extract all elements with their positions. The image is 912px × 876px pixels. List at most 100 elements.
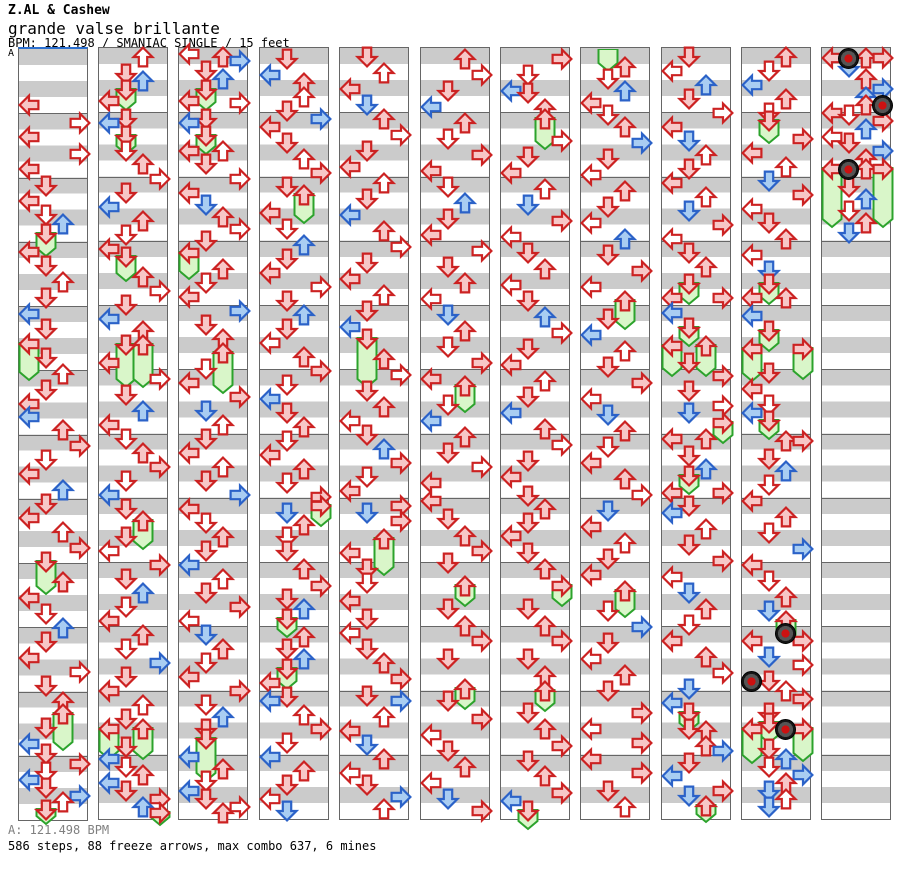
measure-line <box>99 626 167 628</box>
freeze-head-arrow <box>193 727 218 751</box>
arrow-note <box>228 166 252 192</box>
arrow-note <box>309 106 333 132</box>
measure-line <box>19 370 87 372</box>
arrow-note <box>693 517 718 541</box>
arrow-note <box>371 171 396 195</box>
arrow-note <box>499 272 523 298</box>
arrow-note <box>97 608 121 634</box>
arrow-note <box>532 305 557 329</box>
arrow-note <box>579 450 603 476</box>
chart-column <box>177 41 251 824</box>
measure-line <box>99 112 167 114</box>
arrow-note <box>274 731 299 755</box>
arrow-note <box>579 322 603 348</box>
measure-line <box>822 176 890 178</box>
measure-line <box>822 369 890 371</box>
arrow-note <box>756 211 781 235</box>
arrow-note <box>309 573 333 599</box>
arrow-note <box>419 408 443 434</box>
arrow-note <box>354 251 379 275</box>
arrow-note <box>210 139 235 163</box>
arrow-note <box>33 317 58 341</box>
measure-line <box>19 691 87 693</box>
arrow-note <box>258 330 282 356</box>
measure-line <box>99 562 167 563</box>
arrow-note <box>419 222 443 248</box>
arrow-note <box>113 139 138 163</box>
arrow-note <box>177 496 201 522</box>
arrow-note <box>660 628 684 654</box>
arrow-note <box>354 571 379 595</box>
freeze-head-arrow <box>711 410 735 436</box>
freeze-head-arrow <box>756 319 781 343</box>
arrow-note <box>660 170 684 196</box>
arrow-note <box>676 444 701 468</box>
freeze-head-arrow <box>756 272 781 296</box>
arrow-note <box>258 386 282 412</box>
arrow-note <box>130 399 155 423</box>
arrow-note <box>452 319 477 343</box>
arrow-note <box>693 427 718 451</box>
measure-line <box>501 562 569 563</box>
arrow-note <box>193 357 218 381</box>
arrow-note <box>354 684 379 708</box>
arrow-note <box>130 763 155 787</box>
arrow-note <box>17 767 41 793</box>
arrow-note <box>68 433 92 459</box>
arrow-note <box>113 665 138 689</box>
freeze-head-arrow <box>33 798 58 822</box>
arrow-note <box>33 346 58 370</box>
arrow-note <box>193 399 218 423</box>
measure-line <box>501 754 569 756</box>
freeze-head-arrow <box>371 527 396 551</box>
arrow-note <box>550 780 574 806</box>
freeze-head-arrow <box>660 333 684 359</box>
arrow-note <box>676 379 701 403</box>
arrow-note <box>756 599 781 623</box>
arrow-note <box>595 679 620 703</box>
arrow-note <box>50 520 75 544</box>
arrow-note <box>820 124 844 150</box>
arrow-note <box>371 347 396 371</box>
arrow-note <box>711 738 735 764</box>
arrow-note <box>470 454 494 480</box>
arrow-note <box>17 92 41 118</box>
arrow-note <box>515 337 540 361</box>
arrow-note <box>210 637 235 661</box>
arrow-note <box>17 731 41 757</box>
arrow-note <box>130 581 155 605</box>
arrow-note <box>148 278 172 304</box>
arrow-note <box>791 762 815 788</box>
arrow-note <box>309 274 333 300</box>
arrow-note <box>210 413 235 437</box>
arrow-note <box>791 652 815 678</box>
arrow-note <box>740 400 764 426</box>
freeze-head-arrow <box>550 573 574 599</box>
arrow-note <box>177 138 201 164</box>
arrow-note <box>130 623 155 647</box>
freeze-head-arrow <box>693 334 718 358</box>
arrow-note <box>435 787 460 811</box>
measure-line <box>742 369 810 371</box>
arrow-note <box>338 760 362 786</box>
arrow-note <box>740 376 764 402</box>
arrow-note <box>371 651 396 675</box>
arrow-note <box>177 744 201 770</box>
arrow-note <box>595 355 620 379</box>
freeze-head-arrow <box>33 222 58 246</box>
arrow-note <box>676 401 701 425</box>
freeze-head-arrow <box>756 109 781 133</box>
arrow-note <box>309 160 333 186</box>
measure-line <box>19 177 87 179</box>
arrow-note <box>452 425 477 449</box>
arrow-note <box>550 733 574 759</box>
arrow-note <box>130 441 155 465</box>
arrow-note <box>193 313 218 337</box>
arrow-note <box>499 78 523 104</box>
arrow-note <box>773 459 798 483</box>
arrow-note <box>660 426 684 452</box>
arrow-note <box>193 651 218 675</box>
arrow-note <box>148 552 172 578</box>
arrow-note <box>660 300 684 326</box>
measure-line <box>742 433 810 435</box>
